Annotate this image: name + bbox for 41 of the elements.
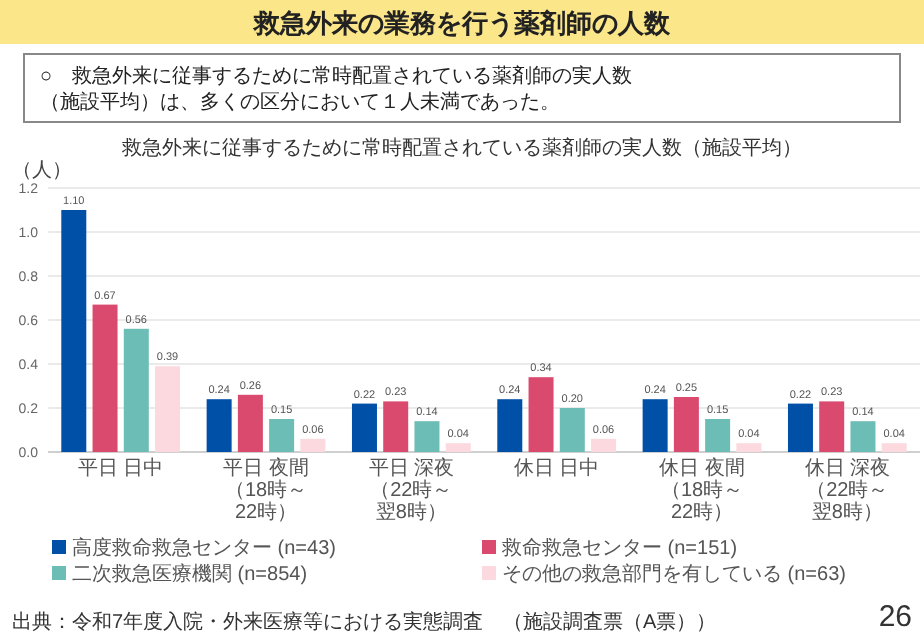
bar <box>819 401 845 452</box>
bar <box>559 408 585 452</box>
x-tick-label: 平日 深夜（22時～翌8時） <box>368 456 455 524</box>
bar <box>61 210 87 452</box>
bar <box>642 399 668 452</box>
x-tick-label: 平日 夜間（18時～22時） <box>223 456 309 524</box>
chart-title: 救急外来の業務を行う薬剤師の人数 <box>252 8 672 38</box>
legend-label: 二次救急医療機関 (n=854) <box>72 562 308 586</box>
chart-subtitle: ○ 救急外来に従事するために常時配置されている薬剤師の実人数（施設平均）は、多くの区分において１人未満であった。 <box>40 64 633 114</box>
bar <box>351 403 377 452</box>
bar <box>591 438 617 452</box>
x-tick-label: 休日 深夜（22時～翌8時） <box>804 456 891 524</box>
bar <box>497 399 523 452</box>
x-tick-label: 休日 夜間（18時～22時） <box>659 456 745 524</box>
bar <box>881 443 907 452</box>
bar <box>383 401 409 452</box>
text: 26 <box>878 600 912 634</box>
y-axis-title: （人） <box>12 160 72 182</box>
text: 救急外来に従事するために常時配置されている薬剤師の実人数（施設平均） <box>120 136 802 160</box>
bar <box>528 377 554 452</box>
bar <box>414 421 440 452</box>
bar <box>736 443 762 452</box>
x-tick-label: 平日 日中 <box>77 456 164 480</box>
legend-label: 救命救急センター (n=151) <box>500 536 738 560</box>
bar <box>92 304 118 452</box>
bar <box>850 421 876 452</box>
bar <box>787 403 813 452</box>
bar <box>705 419 731 452</box>
bar <box>155 366 181 452</box>
bar <box>206 399 232 452</box>
legend-label: その他の救急部門を有している (n=63) <box>502 562 846 586</box>
title-band: 救急外来の業務を行う薬剤師の人数 <box>0 0 924 44</box>
bar <box>237 394 263 452</box>
source-note: 出典：令和7年度入院・外来医療等における実態調査 （施設調査票（A票）） <box>12 610 717 634</box>
bar <box>300 438 326 452</box>
x-tick-label: 休日 日中 <box>513 456 600 480</box>
legend-label: 高度救命救急センター (n=43) <box>72 536 336 560</box>
bar <box>269 419 295 452</box>
bar <box>673 397 699 452</box>
bar <box>123 328 149 452</box>
bar <box>445 443 471 452</box>
